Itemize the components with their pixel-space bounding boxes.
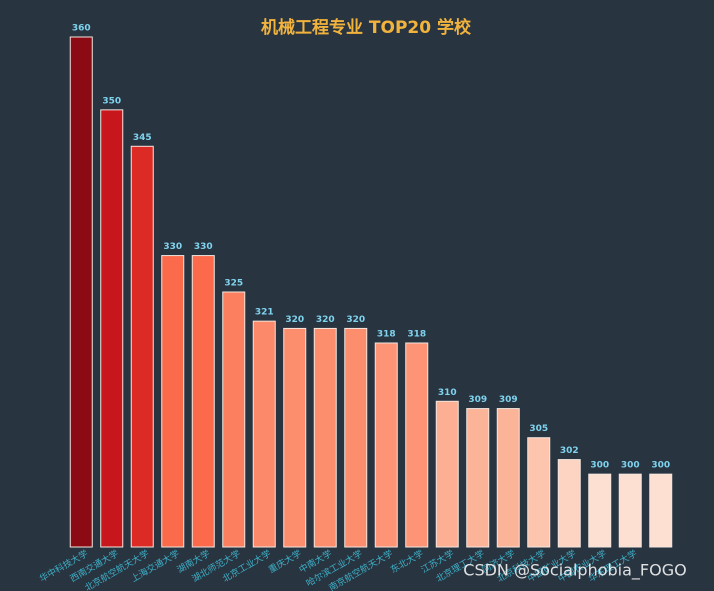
value-label: 300 xyxy=(651,461,670,471)
value-label: 325 xyxy=(224,279,243,289)
bar xyxy=(374,342,398,548)
bar xyxy=(405,342,429,548)
bar xyxy=(313,327,337,548)
bar xyxy=(466,408,490,548)
bar xyxy=(435,400,459,548)
bar xyxy=(527,437,551,548)
bar xyxy=(283,327,307,548)
bar xyxy=(618,473,642,548)
value-label: 345 xyxy=(133,133,152,143)
value-label: 310 xyxy=(438,388,457,398)
bar xyxy=(191,255,215,548)
value-label: 305 xyxy=(529,424,548,434)
value-label: 302 xyxy=(560,446,579,456)
bar xyxy=(69,36,93,548)
bar xyxy=(130,145,154,548)
chart-title: 机械工程专业 TOP20 学校 xyxy=(261,17,472,38)
value-label: 318 xyxy=(377,330,396,340)
value-label: 321 xyxy=(255,308,274,318)
bar xyxy=(649,473,673,548)
watermark: CSDN @Socialphobia_FOGO xyxy=(463,561,686,581)
bar xyxy=(588,473,612,548)
value-label: 330 xyxy=(163,242,182,252)
bar xyxy=(496,408,520,548)
value-label: 309 xyxy=(468,395,487,405)
value-label: 318 xyxy=(407,330,426,340)
value-label: 309 xyxy=(499,395,518,405)
value-label: 300 xyxy=(621,461,640,471)
bar xyxy=(100,109,124,548)
bar xyxy=(557,459,581,548)
bar xyxy=(252,320,276,548)
bar xyxy=(222,291,246,548)
value-label: 360 xyxy=(72,24,91,34)
bar xyxy=(344,327,368,548)
value-label: 330 xyxy=(194,242,213,252)
value-label: 300 xyxy=(590,461,609,471)
value-label: 320 xyxy=(285,315,304,325)
value-label: 320 xyxy=(346,315,365,325)
value-label: 320 xyxy=(316,315,335,325)
bar xyxy=(161,255,185,548)
value-label: 350 xyxy=(102,96,121,106)
